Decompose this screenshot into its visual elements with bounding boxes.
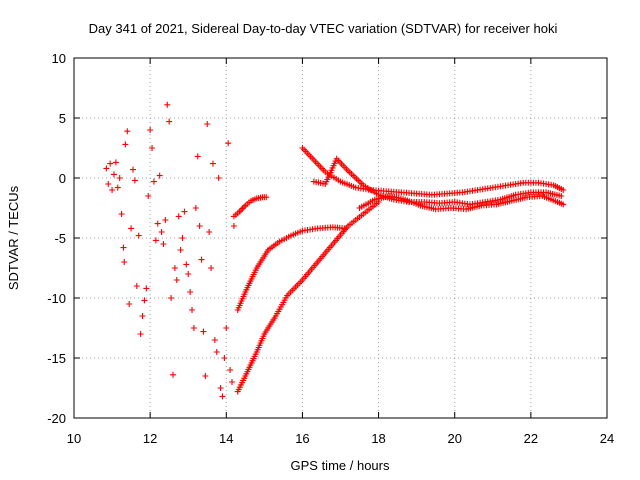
grid-lines <box>74 58 607 418</box>
data-point <box>202 373 209 379</box>
data-point <box>223 325 230 331</box>
data-point <box>227 367 234 373</box>
data-point <box>208 265 215 271</box>
x-tick-label: 22 <box>524 431 538 446</box>
x-tick-label: 12 <box>143 431 157 446</box>
data-point <box>230 223 237 229</box>
data-point <box>190 325 197 331</box>
x-tick-label: 10 <box>67 431 81 446</box>
data-point <box>215 175 222 181</box>
data-point <box>137 331 144 337</box>
x-tick-label: 18 <box>371 431 385 446</box>
data-point <box>126 301 133 307</box>
data-point <box>168 295 175 301</box>
data-point <box>118 211 125 217</box>
data-point <box>560 201 567 208</box>
data-point <box>105 181 112 187</box>
data-points <box>103 101 567 400</box>
data-point <box>179 235 186 241</box>
data-point <box>160 241 167 247</box>
y-axis-label: SDTVAR / TECUs <box>6 185 21 290</box>
data-point <box>139 313 146 319</box>
x-axis-ticks: 10 12 14 16 18 20 22 24 <box>67 58 614 446</box>
data-point <box>152 237 159 244</box>
data-point <box>204 121 211 127</box>
data-point <box>217 385 224 391</box>
data-point <box>560 187 567 193</box>
data-point <box>130 166 137 173</box>
data-point <box>238 207 245 214</box>
y-tick-label: 10 <box>52 51 66 66</box>
data-point <box>141 297 148 304</box>
data-point <box>147 127 154 133</box>
data-point <box>177 247 184 253</box>
data-point <box>158 229 165 235</box>
data-point <box>121 259 128 265</box>
y-tick-label: -20 <box>47 411 66 426</box>
data-point <box>263 194 270 201</box>
y-tick-label: -5 <box>54 231 66 246</box>
data-point <box>209 160 216 167</box>
x-tick-label: 16 <box>295 431 309 446</box>
data-point <box>183 261 190 268</box>
data-point <box>558 193 565 199</box>
data-point <box>150 178 157 185</box>
data-point <box>181 208 188 215</box>
data-point <box>219 393 226 400</box>
data-point <box>192 205 199 211</box>
data-point <box>131 177 138 184</box>
data-point <box>149 145 156 151</box>
data-point <box>240 204 247 211</box>
data-point <box>120 244 127 251</box>
y-tick-label: -10 <box>47 291 66 306</box>
data-point <box>239 205 246 212</box>
data-point <box>112 159 119 166</box>
data-point <box>196 223 203 229</box>
chart-title: Day 341 of 2021, Sidereal Day-to-day VTE… <box>89 21 558 36</box>
data-point <box>103 165 110 172</box>
data-point <box>213 349 220 355</box>
data-point <box>156 172 163 179</box>
data-point <box>175 213 182 220</box>
data-point <box>221 355 228 361</box>
data-point <box>206 229 213 235</box>
data-point <box>114 184 121 191</box>
data-point <box>162 217 169 223</box>
x-tick-label: 14 <box>219 431 233 446</box>
data-point <box>143 285 150 292</box>
data-point <box>194 153 201 160</box>
data-point <box>228 379 235 385</box>
data-point <box>211 337 218 343</box>
y-axis-ticks: -20 -15 -10 -5 0 5 10 <box>47 51 607 426</box>
y-tick-label: 5 <box>59 111 66 126</box>
data-point <box>135 232 142 239</box>
data-point <box>124 128 131 135</box>
data-point <box>173 277 180 283</box>
data-point <box>145 193 152 199</box>
data-point <box>107 160 114 167</box>
data-point <box>169 371 176 378</box>
data-point <box>166 118 173 125</box>
data-point <box>164 101 171 108</box>
data-point <box>122 141 129 148</box>
y-tick-label: -15 <box>47 351 66 366</box>
x-tick-label: 24 <box>600 431 614 446</box>
data-point <box>133 283 140 289</box>
x-axis-label: GPS time / hours <box>291 458 390 473</box>
data-point <box>116 175 123 181</box>
data-point <box>189 307 196 313</box>
data-point <box>185 271 192 277</box>
data-point <box>198 256 205 263</box>
data-point <box>200 328 207 335</box>
x-tick-label: 20 <box>447 431 461 446</box>
data-point <box>187 289 194 295</box>
data-point <box>128 225 135 232</box>
y-tick-label: 0 <box>59 171 66 186</box>
data-point <box>154 220 161 227</box>
data-point <box>225 140 232 147</box>
data-point <box>171 265 178 271</box>
data-point <box>109 187 116 193</box>
data-point <box>110 171 117 178</box>
